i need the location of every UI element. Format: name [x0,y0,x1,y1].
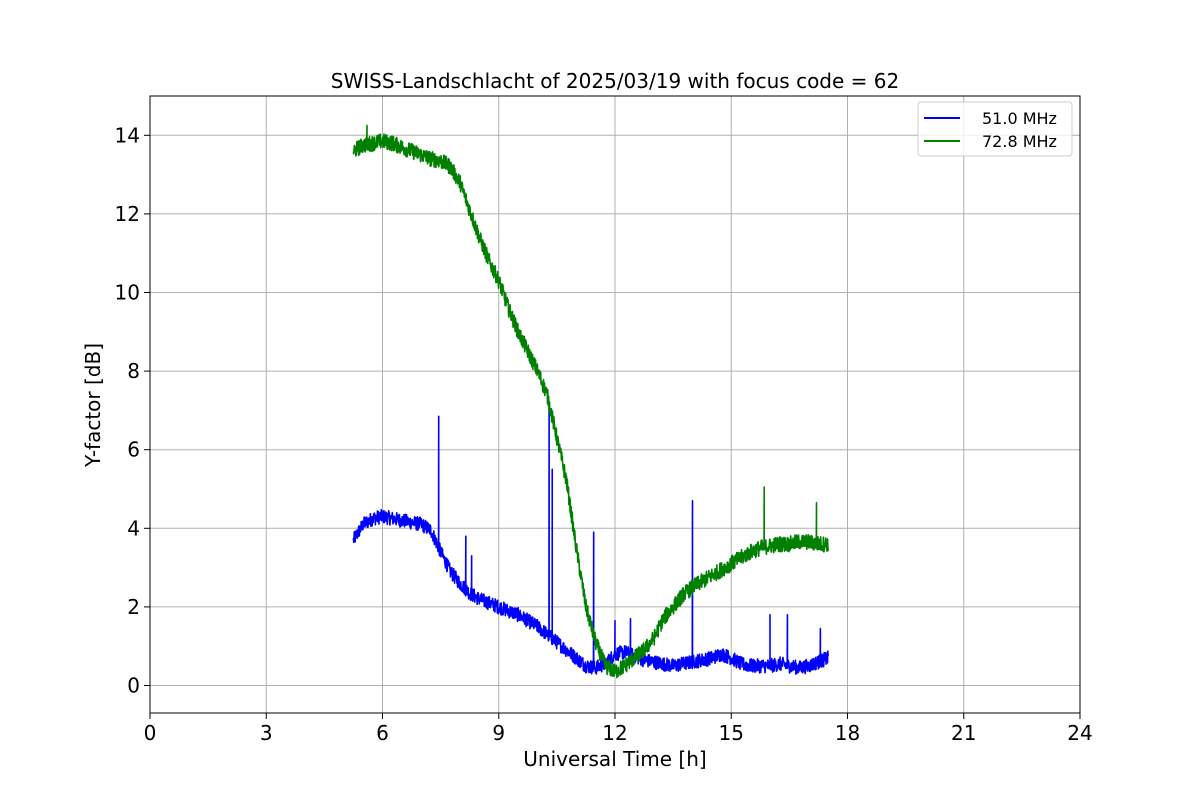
series-line-728mhz [352,124,829,679]
x-tick-label: 21 [951,721,976,745]
y-tick-label: 12 [115,202,140,226]
y-tick-label: 10 [115,280,140,304]
y-tick-label: 8 [127,359,140,383]
y-tick-label: 0 [127,673,140,697]
x-tick-label: 3 [260,721,273,745]
series-line-510mhz [352,401,829,675]
legend-label-72mhz: 72.8 MHz [982,132,1057,151]
x-tick-label: 24 [1067,721,1092,745]
legend: 51.0 MHz 72.8 MHz [917,101,1073,157]
x-tick-label: 15 [719,721,744,745]
x-tick-label: 0 [144,721,157,745]
plot-series [352,124,829,679]
x-axis-label: Universal Time [h] [523,747,706,771]
y-tick-label: 14 [115,123,140,147]
x-tick-label: 6 [376,721,389,745]
y-axis-label: Y-factor [dB] [81,343,105,468]
y-tick-label: 2 [127,595,140,619]
chart-title: SWISS-Landschlacht of 2025/03/19 with fo… [331,69,899,93]
x-tick-label: 9 [492,721,505,745]
legend-label-51mhz: 51.0 MHz [982,109,1057,128]
legend-box [917,101,1073,157]
x-tick-label: 18 [835,721,860,745]
y-tick-label: 6 [127,438,140,462]
x-tick-label: 12 [602,721,627,745]
y-tick-label: 4 [127,516,140,540]
